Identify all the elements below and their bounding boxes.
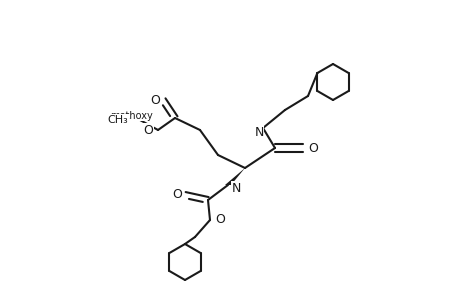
Text: O: O bbox=[215, 214, 224, 226]
Text: N: N bbox=[231, 182, 240, 194]
Text: CH₃: CH₃ bbox=[107, 115, 128, 125]
Text: O: O bbox=[143, 124, 152, 136]
Text: N: N bbox=[254, 125, 263, 139]
Text: O: O bbox=[150, 94, 160, 106]
Polygon shape bbox=[224, 168, 245, 185]
Text: O: O bbox=[308, 142, 317, 154]
Text: methoxy: methoxy bbox=[110, 111, 153, 121]
Text: O: O bbox=[172, 188, 182, 202]
